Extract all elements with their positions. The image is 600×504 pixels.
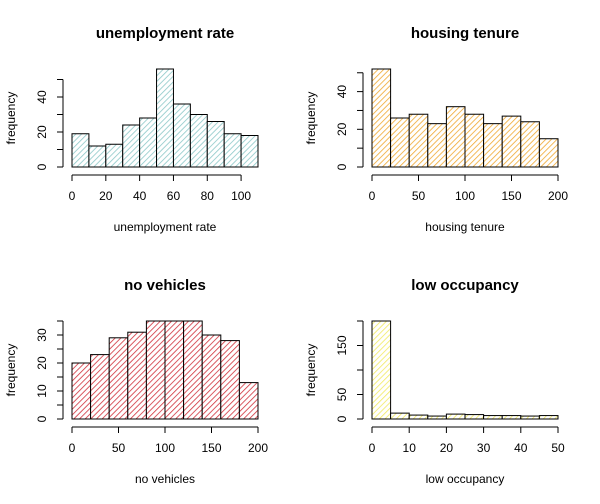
bar (88, 145, 107, 168)
x-tick-label: 50 (412, 189, 426, 203)
bar (538, 138, 559, 168)
x-tick-label: 10 (403, 441, 417, 455)
x-tick-label: 30 (477, 441, 491, 455)
bar (464, 113, 485, 168)
bar (445, 413, 466, 420)
y-tick-label: 0 (35, 163, 49, 170)
y-axis-label: frequency (304, 92, 318, 145)
bar (71, 362, 92, 420)
bar (427, 415, 447, 420)
bar (408, 113, 429, 168)
bar (127, 331, 147, 420)
y-tick-label: 50 (335, 388, 349, 402)
bar (520, 415, 540, 420)
bar (220, 340, 240, 420)
bar (408, 414, 429, 420)
x-tick-label: 80 (201, 189, 215, 203)
bar (538, 415, 559, 420)
x-tick-label: 150 (201, 441, 221, 455)
bar (483, 123, 503, 168)
y-tick-label: 0 (335, 163, 349, 170)
bar (445, 106, 466, 168)
bar (156, 68, 174, 168)
x-tick-label: 50 (551, 441, 565, 455)
bar (71, 133, 90, 168)
x-tick-label: 0 (369, 441, 376, 455)
x-tick-label: 50 (112, 441, 126, 455)
bar (427, 123, 447, 168)
bar (371, 68, 392, 168)
bar (189, 114, 208, 168)
x-tick-label: 40 (133, 189, 147, 203)
x-axis-label: no vehicles (135, 472, 195, 486)
y-tick-label: 40 (335, 85, 349, 99)
y-tick-label: 20 (35, 356, 49, 370)
y-tick-label: 30 (35, 328, 49, 342)
x-tick-label: 20 (440, 441, 454, 455)
x-axis-label: housing tenure (425, 220, 505, 234)
bar (520, 121, 540, 168)
x-axis-label: unemployment rate (114, 220, 217, 234)
bar (206, 121, 225, 168)
x-tick-label: 100 (231, 189, 251, 203)
panel-title: unemployment rate (96, 25, 234, 42)
y-axis-label: frequency (4, 92, 18, 145)
x-tick-label: 150 (501, 189, 521, 203)
bar (172, 103, 191, 168)
bar (464, 414, 485, 420)
bar (501, 115, 522, 168)
x-tick-label: 60 (167, 189, 181, 203)
bar (145, 320, 166, 420)
y-tick-label: 10 (35, 384, 49, 398)
panel-title: low occupancy (411, 277, 519, 294)
x-tick-label: 20 (99, 189, 113, 203)
bar (164, 320, 185, 420)
x-tick-label: 100 (455, 189, 475, 203)
x-tick-label: 0 (369, 189, 376, 203)
bar (501, 415, 522, 420)
x-tick-label: 200 (248, 441, 268, 455)
x-axis-label: low occupancy (426, 472, 505, 486)
bar (105, 143, 124, 168)
bar (240, 135, 259, 168)
y-tick-label: 0 (35, 415, 49, 422)
x-tick-label: 40 (514, 441, 528, 455)
bar (390, 412, 410, 420)
x-tick-label: 200 (548, 189, 568, 203)
bar (122, 124, 141, 168)
panel-title: no vehicles (124, 277, 206, 294)
y-tick-label: 40 (35, 90, 49, 104)
y-axis-label: frequency (304, 344, 318, 397)
bar (183, 320, 203, 420)
y-tick-label: 150 (335, 335, 349, 355)
x-tick-label: 0 (69, 441, 76, 455)
x-tick-label: 100 (155, 441, 175, 455)
y-tick-label: 20 (335, 122, 349, 136)
y-tick-label: 20 (35, 125, 49, 139)
bar (223, 133, 242, 168)
bar (371, 320, 392, 420)
y-axis-label: frequency (4, 344, 18, 397)
bar (483, 415, 503, 420)
bar (201, 334, 222, 420)
bar (108, 337, 129, 420)
panel-title: housing tenure (411, 25, 519, 42)
x-tick-label: 0 (69, 189, 76, 203)
bar (139, 117, 158, 168)
bar (90, 354, 110, 420)
bar (390, 117, 410, 168)
y-tick-label: 0 (335, 415, 349, 422)
bar (238, 382, 259, 420)
